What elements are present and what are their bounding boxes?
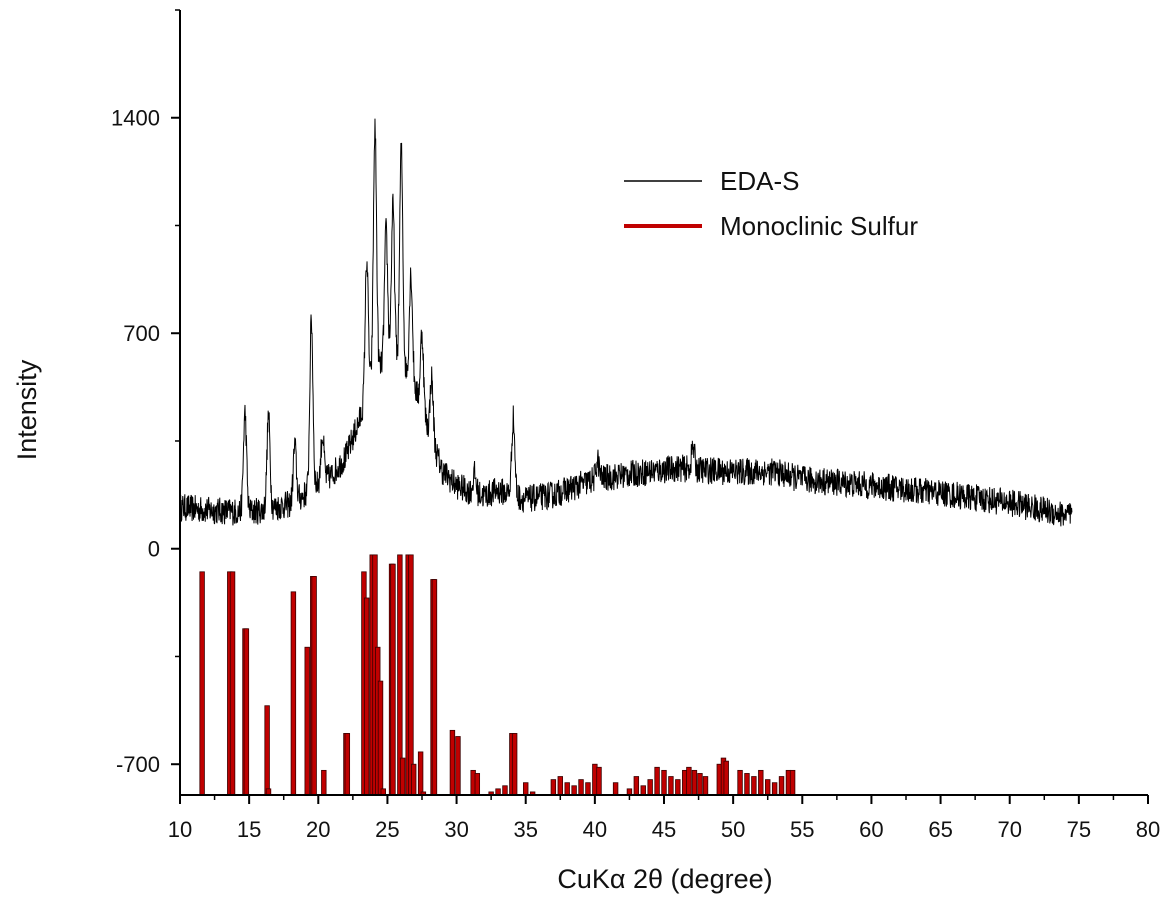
sulfur-bar bbox=[243, 628, 250, 795]
sulfur-bar bbox=[344, 733, 351, 795]
x-tick-label: 40 bbox=[583, 817, 607, 842]
sulfur-bar bbox=[723, 760, 729, 795]
sulfur-bar bbox=[455, 736, 461, 795]
sulfur-bar bbox=[557, 776, 563, 795]
sulfur-bar bbox=[668, 776, 674, 795]
x-tick-label: 50 bbox=[721, 817, 745, 842]
legend-label-monoclinic-sulfur: Monoclinic Sulfur bbox=[720, 211, 918, 241]
sulfur-bar bbox=[380, 788, 386, 795]
x-tick-label: 70 bbox=[997, 817, 1021, 842]
eda-s-line bbox=[180, 118, 1073, 527]
sulfur-bar bbox=[585, 782, 591, 795]
sulfur-bar bbox=[363, 597, 370, 795]
sulfur-bar bbox=[765, 779, 771, 795]
sulfur-bar bbox=[647, 779, 653, 795]
sulfur-bar bbox=[290, 591, 297, 795]
sulfur-bar bbox=[529, 791, 536, 795]
sulfur-bar bbox=[612, 782, 619, 795]
sulfur-bar bbox=[596, 766, 602, 795]
sulfur-bar bbox=[571, 785, 577, 795]
x-tick-label: 75 bbox=[1067, 817, 1091, 842]
sulfur-bar bbox=[229, 571, 236, 795]
x-tick-label: 80 bbox=[1136, 817, 1160, 842]
sulfur-bar bbox=[654, 766, 660, 795]
sulfur-bar bbox=[737, 769, 743, 795]
sulfur-bar bbox=[411, 763, 417, 795]
x-tick-label: 60 bbox=[859, 817, 883, 842]
x-tick-label: 45 bbox=[652, 817, 676, 842]
x-tick-label: 30 bbox=[444, 817, 468, 842]
sulfur-bar bbox=[744, 773, 750, 795]
y-axis-title: Intensity bbox=[12, 359, 42, 460]
y-tick-label: -700 bbox=[116, 752, 160, 777]
sulfur-bar bbox=[771, 782, 778, 795]
x-tick-label: 20 bbox=[306, 817, 330, 842]
x-tick-label: 10 bbox=[168, 817, 192, 842]
sulfur-bar bbox=[420, 791, 427, 795]
sulfur-bar bbox=[264, 705, 270, 795]
sulfur-bar bbox=[502, 785, 508, 795]
sulfur-bar bbox=[408, 554, 414, 795]
sulfur-bar bbox=[523, 782, 529, 795]
sulfur-bar bbox=[633, 776, 640, 795]
sulfur-bar bbox=[511, 733, 518, 795]
monoclinic-sulfur-bars bbox=[199, 554, 796, 795]
sulfur-bar bbox=[488, 791, 494, 795]
y-tick-label: 1400 bbox=[111, 106, 160, 131]
sulfur-bar bbox=[702, 776, 709, 795]
sulfur-bar bbox=[304, 646, 310, 795]
sulfur-bar bbox=[311, 576, 317, 795]
x-tick-label: 35 bbox=[513, 817, 537, 842]
x-tick-label: 25 bbox=[375, 817, 399, 842]
sulfur-bar bbox=[550, 779, 557, 795]
legend: EDA-S Monoclinic Sulfur bbox=[624, 166, 918, 241]
sulfur-bar bbox=[661, 769, 667, 795]
y-tick-label: 700 bbox=[123, 321, 160, 346]
sulfur-bar bbox=[758, 769, 764, 795]
sulfur-bar bbox=[626, 788, 633, 795]
sulfur-bar bbox=[449, 729, 456, 795]
axes: 10 15 20 25 30 35 40 45 50 55 60 65 70 75 80 1400 700 0 -7… bbox=[111, 9, 1160, 842]
sulfur-bar bbox=[321, 769, 327, 795]
sulfur-bar bbox=[691, 769, 698, 795]
y-tick-label: 0 bbox=[148, 537, 160, 562]
sulfur-bar bbox=[778, 776, 785, 795]
sulfur-bar bbox=[265, 788, 272, 795]
sulfur-bar bbox=[564, 782, 570, 795]
legend-label-eda-s: EDA-S bbox=[720, 166, 799, 196]
sulfur-bar bbox=[417, 751, 424, 795]
sulfur-bar bbox=[431, 579, 438, 795]
sulfur-bar bbox=[578, 779, 584, 795]
x-tick-label: 65 bbox=[928, 817, 952, 842]
sulfur-bar bbox=[199, 571, 205, 795]
sulfur-bar bbox=[377, 680, 384, 795]
sulfur-bar bbox=[640, 785, 646, 795]
sulfur-bar bbox=[390, 563, 396, 795]
sulfur-bar bbox=[399, 757, 406, 795]
sulfur-bar bbox=[697, 773, 703, 795]
sulfur-bar bbox=[686, 766, 692, 795]
sulfur-bar bbox=[474, 773, 481, 795]
x-axis-title: CuKα 2θ (degree) bbox=[557, 864, 772, 894]
sulfur-bar bbox=[751, 776, 757, 795]
sulfur-bar bbox=[789, 769, 796, 795]
x-tick-label: 15 bbox=[237, 817, 261, 842]
eda-s-series bbox=[180, 118, 1073, 527]
sulfur-bar bbox=[675, 779, 681, 795]
sulfur-bar bbox=[495, 788, 501, 795]
x-tick-label: 55 bbox=[790, 817, 814, 842]
